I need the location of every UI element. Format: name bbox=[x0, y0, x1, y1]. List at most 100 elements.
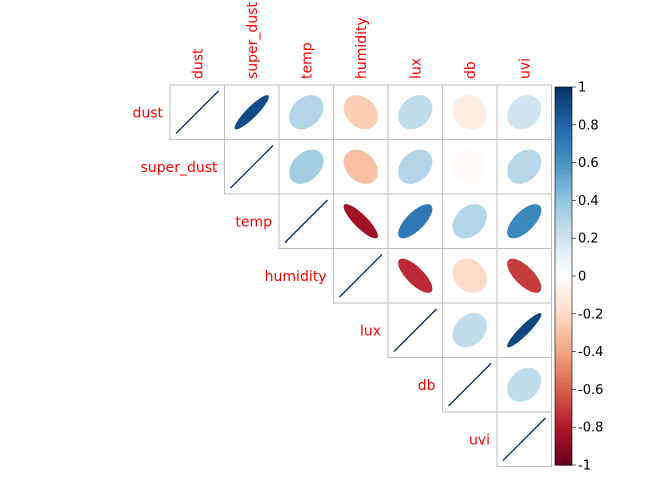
colorbar-segment bbox=[555, 336, 572, 341]
colorbar-segment bbox=[555, 404, 572, 409]
diagonal-mark bbox=[230, 145, 274, 189]
ellipse-dust-db bbox=[452, 95, 487, 130]
colorbar-segment bbox=[555, 192, 572, 198]
colorbar-segment bbox=[555, 457, 572, 462]
colorbar-tick-label: -0.2 bbox=[578, 307, 603, 322]
colorbar-segment bbox=[555, 253, 572, 258]
row-label-uvi: uvi bbox=[469, 432, 490, 448]
colorbar-segment bbox=[555, 260, 572, 266]
colorbar-segment bbox=[555, 313, 572, 319]
diagonal-mark bbox=[284, 199, 328, 243]
column-label-dust: dust bbox=[190, 48, 206, 79]
ellipse-humidity-db bbox=[452, 258, 487, 293]
colorbar-segment bbox=[555, 446, 572, 451]
ellipse-dust-uvi bbox=[507, 95, 542, 130]
colorbar-segment bbox=[555, 170, 572, 175]
colorbar-segment bbox=[555, 128, 572, 133]
colorbar-segment bbox=[555, 400, 572, 406]
colorbar-segment bbox=[555, 287, 572, 292]
colorbar-segment bbox=[555, 419, 572, 425]
colorbar-tick-label: 0.8 bbox=[578, 118, 599, 133]
ellipse-db-uvi bbox=[507, 367, 542, 402]
colorbar-segment bbox=[555, 374, 572, 379]
colorbar-segment bbox=[555, 200, 572, 205]
colorbar-tick-label: 0.6 bbox=[578, 156, 599, 171]
ellipse-humidity-lux bbox=[398, 258, 433, 293]
colorbar-segment bbox=[555, 166, 572, 171]
colorbar-segment bbox=[555, 147, 572, 152]
ellipse-super_dust-db bbox=[452, 149, 487, 184]
colorbar-segment bbox=[555, 294, 572, 300]
colorbar-segment bbox=[555, 234, 572, 239]
colorbar-segment bbox=[555, 226, 572, 232]
diagonal-mark bbox=[175, 90, 219, 134]
colorbar-segment bbox=[555, 385, 572, 390]
column-labels: dust super_dust temp humidity lux db uvi bbox=[190, 2, 533, 79]
colorbar-tick-label: -0.6 bbox=[578, 383, 603, 398]
colorbar-segment bbox=[555, 325, 572, 330]
colorbar-segment bbox=[555, 185, 572, 190]
ellipse-super_dust-temp bbox=[289, 149, 324, 184]
colorbar-segment bbox=[555, 453, 572, 459]
row-label-humidity: humidity bbox=[265, 269, 327, 285]
colorbar-segment bbox=[555, 155, 572, 160]
colorbar-segment bbox=[555, 393, 572, 398]
colorbar-segment bbox=[555, 241, 572, 247]
colorbar-segment bbox=[555, 117, 572, 122]
colorbar-segment bbox=[555, 211, 572, 217]
colorbar-segment bbox=[555, 408, 572, 413]
column-label-lux: lux bbox=[408, 58, 424, 79]
row-label-lux: lux bbox=[360, 323, 381, 339]
colorbar-segment bbox=[555, 204, 572, 209]
colorbar-segment bbox=[555, 94, 572, 99]
colorbar-segment bbox=[555, 173, 572, 179]
colorbar-tick-label: 1 bbox=[578, 81, 586, 96]
colorbar-segment bbox=[555, 396, 572, 402]
colorbar-segment bbox=[555, 121, 572, 126]
colorbar-segment bbox=[555, 219, 572, 224]
colorbar-segment bbox=[555, 427, 572, 432]
colorbar-segment bbox=[555, 317, 572, 322]
colorbar-tick-label: -1 bbox=[578, 459, 591, 474]
colorbar-segment bbox=[555, 181, 572, 186]
colorbar-segment bbox=[555, 143, 572, 149]
colorbar-segment bbox=[555, 257, 572, 262]
colorbar-segment bbox=[555, 238, 572, 243]
ellipse-temp-lux bbox=[398, 204, 433, 239]
row-label-temp: temp bbox=[235, 214, 272, 230]
colorbar-tick-label: -0.4 bbox=[578, 345, 603, 360]
column-label-super_dust: super_dust bbox=[245, 2, 261, 79]
colorbar-tick-label: 0.2 bbox=[578, 232, 599, 247]
colorbar-segment bbox=[555, 434, 572, 440]
colorbar-segment bbox=[555, 381, 572, 387]
colorbar-segment bbox=[555, 102, 572, 107]
colorbar-segment bbox=[555, 321, 572, 326]
ellipse-temp-humidity bbox=[343, 204, 378, 239]
ellipse-dust-temp bbox=[289, 95, 324, 130]
colorbar-segment bbox=[555, 158, 572, 164]
column-label-uvi: uvi bbox=[517, 58, 533, 79]
colorbar-segment bbox=[555, 276, 572, 281]
row-label-super_dust: super_dust bbox=[141, 160, 218, 176]
ellipse-super_dust-lux bbox=[398, 149, 433, 184]
colorbar-segment bbox=[555, 268, 572, 273]
colorbar-segment bbox=[555, 415, 572, 421]
ellipse-dust-humidity bbox=[343, 95, 378, 130]
colorbar-segment bbox=[555, 207, 572, 213]
colorbar-segment bbox=[555, 332, 572, 338]
colorbar-segment bbox=[555, 279, 572, 285]
colorbar-segment bbox=[555, 310, 572, 315]
colorbar-segment bbox=[555, 449, 572, 455]
colorbar-segment bbox=[555, 347, 572, 353]
colorbar-segment bbox=[555, 359, 572, 364]
colorbar-segment bbox=[555, 98, 572, 103]
colorbar-segment bbox=[555, 340, 572, 345]
colorbar-segment bbox=[555, 306, 572, 311]
colorbar-segment bbox=[555, 90, 572, 96]
colorbar-segment bbox=[555, 302, 572, 307]
colorbar-segment bbox=[555, 139, 572, 145]
colorbar: 1 0.8 0.6 0.4 0.2 0 -0.2 -0.4 -0.6 -0.8 -1 bbox=[554, 81, 603, 474]
diagonal-mark bbox=[502, 417, 546, 461]
column-label-temp: temp bbox=[299, 42, 315, 79]
